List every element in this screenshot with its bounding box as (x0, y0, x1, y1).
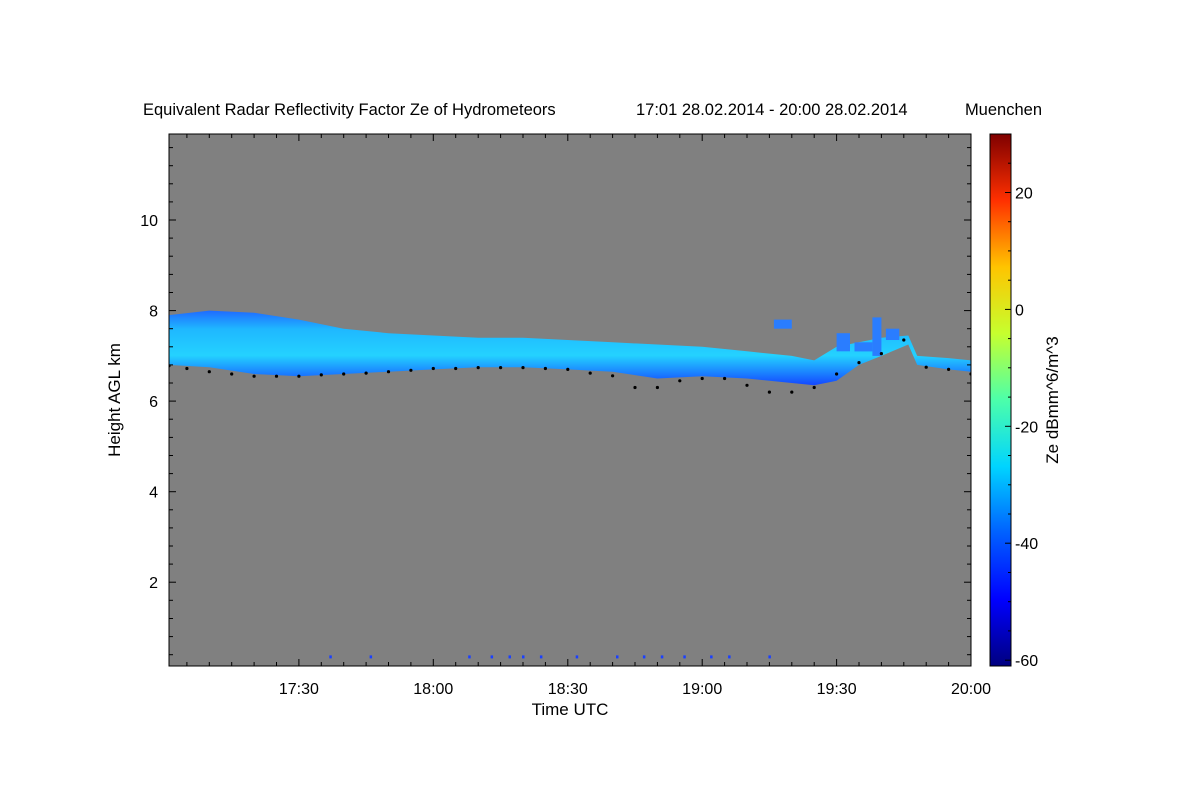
ground-echo (508, 655, 511, 659)
cloud-base-point (364, 371, 368, 375)
x-tick-label: 19:30 (817, 681, 857, 698)
chart-title: Equivalent Radar Reflectivity Factor Ze … (143, 101, 556, 119)
cloud-base-point (185, 366, 189, 371)
cloud-base-point (902, 338, 906, 342)
y-tick-label: 8 (149, 304, 158, 321)
y-axis-ticks: 2 4 6 8 10 (140, 147, 971, 656)
cloud-base-point (521, 366, 525, 370)
ground-echo (522, 655, 525, 659)
x-tick-label: 19:00 (682, 681, 722, 698)
x-tick-label: 18:00 (413, 681, 453, 698)
cloud-base-point (588, 371, 592, 375)
cloud-base-point (342, 372, 346, 376)
cloud-base-point (386, 370, 391, 374)
cloud-base-point (454, 366, 458, 371)
colorbar (989, 133, 1012, 667)
ground-echo (616, 655, 619, 659)
cloud-base-point (947, 367, 951, 371)
x-axis-title: Time UTC (532, 700, 609, 719)
cloud-fragment (836, 333, 850, 352)
cloud-base-point (767, 390, 772, 394)
cloud-base-point (476, 366, 480, 370)
cloud-fragment (885, 328, 900, 340)
cloud-base-point (700, 376, 704, 381)
colorbar-tick-label: 20 (1015, 186, 1033, 203)
x-axis-ticks: 17:30 18:00 18:30 19:00 19:30 20:00 (186, 134, 991, 698)
y-tick-label: 2 (149, 575, 158, 592)
ground-echo (369, 655, 373, 659)
x-tick-label: 20:00 (951, 681, 991, 698)
plot-background (169, 134, 971, 666)
cloud-base-point (924, 365, 928, 369)
colorbar-tick-label: -40 (1015, 536, 1038, 553)
ground-echo (768, 655, 771, 659)
ground-echo (728, 655, 731, 659)
ground-echo (539, 655, 543, 659)
ground-echo (329, 655, 332, 659)
x-tick-label: 18:30 (548, 681, 588, 698)
cloud-base-point (499, 366, 503, 370)
colorbar-title: Ze dBmm^6/m^3 (1043, 336, 1062, 463)
cloud-fragment (854, 342, 873, 352)
cloud-fragment (872, 317, 882, 356)
ground-echo (710, 655, 713, 659)
y-axis-title: Height AGL km (105, 343, 124, 457)
cloud-base-point (431, 366, 435, 371)
cloud-base-point (252, 374, 256, 378)
cloud-layer (169, 310, 971, 386)
cloud-base-point (790, 390, 794, 394)
cloud-base-point (723, 376, 727, 381)
cloud-base-point (230, 372, 234, 376)
cloud-base-point (857, 361, 861, 365)
y-tick-label: 4 (149, 485, 158, 502)
cloud-base-point (274, 374, 279, 378)
chart-period: 17:01 28.02.2014 - 20:00 28.02.2014 (636, 101, 908, 119)
cloud-base-point (566, 367, 570, 371)
cloud-base-point (745, 383, 749, 387)
cloud-base-point (297, 374, 301, 378)
cloud-base-point (879, 352, 884, 356)
cloud-base-point (611, 374, 615, 378)
colorbar-tick-label: -60 (1015, 653, 1038, 670)
x-tick-label: 17:30 (279, 681, 319, 698)
cloud-base-point (543, 366, 548, 371)
cloud-base-point (207, 370, 211, 374)
cloud-base-point (655, 385, 660, 390)
ground-echo (490, 655, 494, 659)
plot-frame (168, 133, 972, 667)
cloud-fragment (773, 319, 792, 329)
colorbar-tick-label: 0 (1015, 302, 1024, 319)
cloud-base-point (812, 385, 816, 390)
cloud-base-point (678, 379, 682, 383)
y-tick-label: 6 (149, 394, 158, 411)
ground-echo (660, 655, 664, 659)
cloud-base-point (835, 372, 839, 376)
colorbar-ticks: 20 0 -20 -40 -60 (1005, 133, 1038, 670)
colorbar-tick-label: -20 (1015, 419, 1038, 436)
cloud-base-point (319, 373, 323, 377)
ground-echo (468, 655, 471, 659)
ground-echo (642, 655, 646, 659)
cloud-base-point (633, 385, 637, 390)
cloud-base-point (409, 368, 413, 372)
chart-location: Muenchen (965, 101, 1042, 119)
ground-echo (683, 655, 686, 659)
ground-echo (575, 655, 579, 659)
plot-layer (169, 310, 971, 659)
y-tick-label: 10 (140, 213, 158, 230)
